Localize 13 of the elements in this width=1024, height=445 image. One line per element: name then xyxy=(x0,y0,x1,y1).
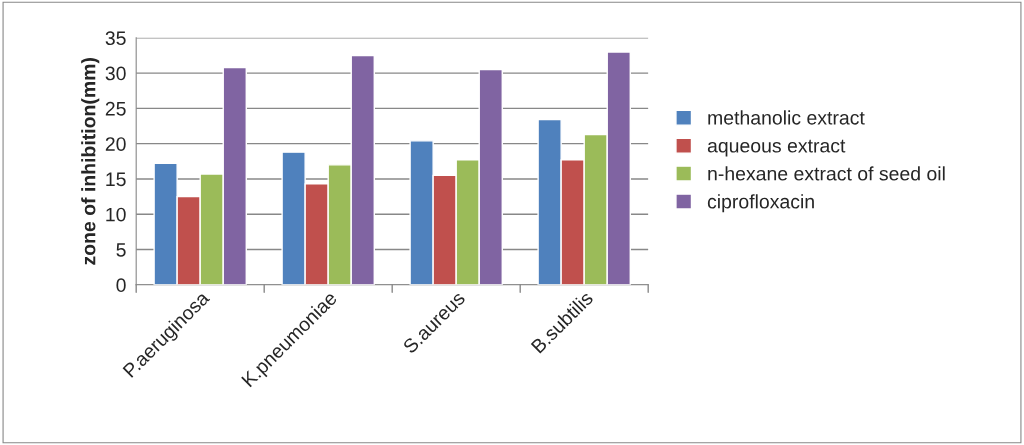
y-tick-label: 0 xyxy=(116,278,126,293)
legend-label: methanolic extract xyxy=(708,110,865,125)
y-tick-label: 10 xyxy=(106,207,126,222)
y-tick-label: 30 xyxy=(105,66,126,81)
legend-label: ciprofloxacin xyxy=(707,194,814,213)
y-tick-label: 5 xyxy=(116,243,126,257)
legend-label: aqueous extract xyxy=(707,139,846,157)
legend-label: n-hexane extract of seed oil xyxy=(708,166,945,181)
y-tick-label: 15 xyxy=(106,172,126,187)
y-tick-label: 20 xyxy=(105,137,126,151)
y-axis-title: zone of inhibition(mm) xyxy=(81,58,100,265)
y-tick-label: 35 xyxy=(105,31,126,46)
y-tick-label: 25 xyxy=(105,101,126,116)
